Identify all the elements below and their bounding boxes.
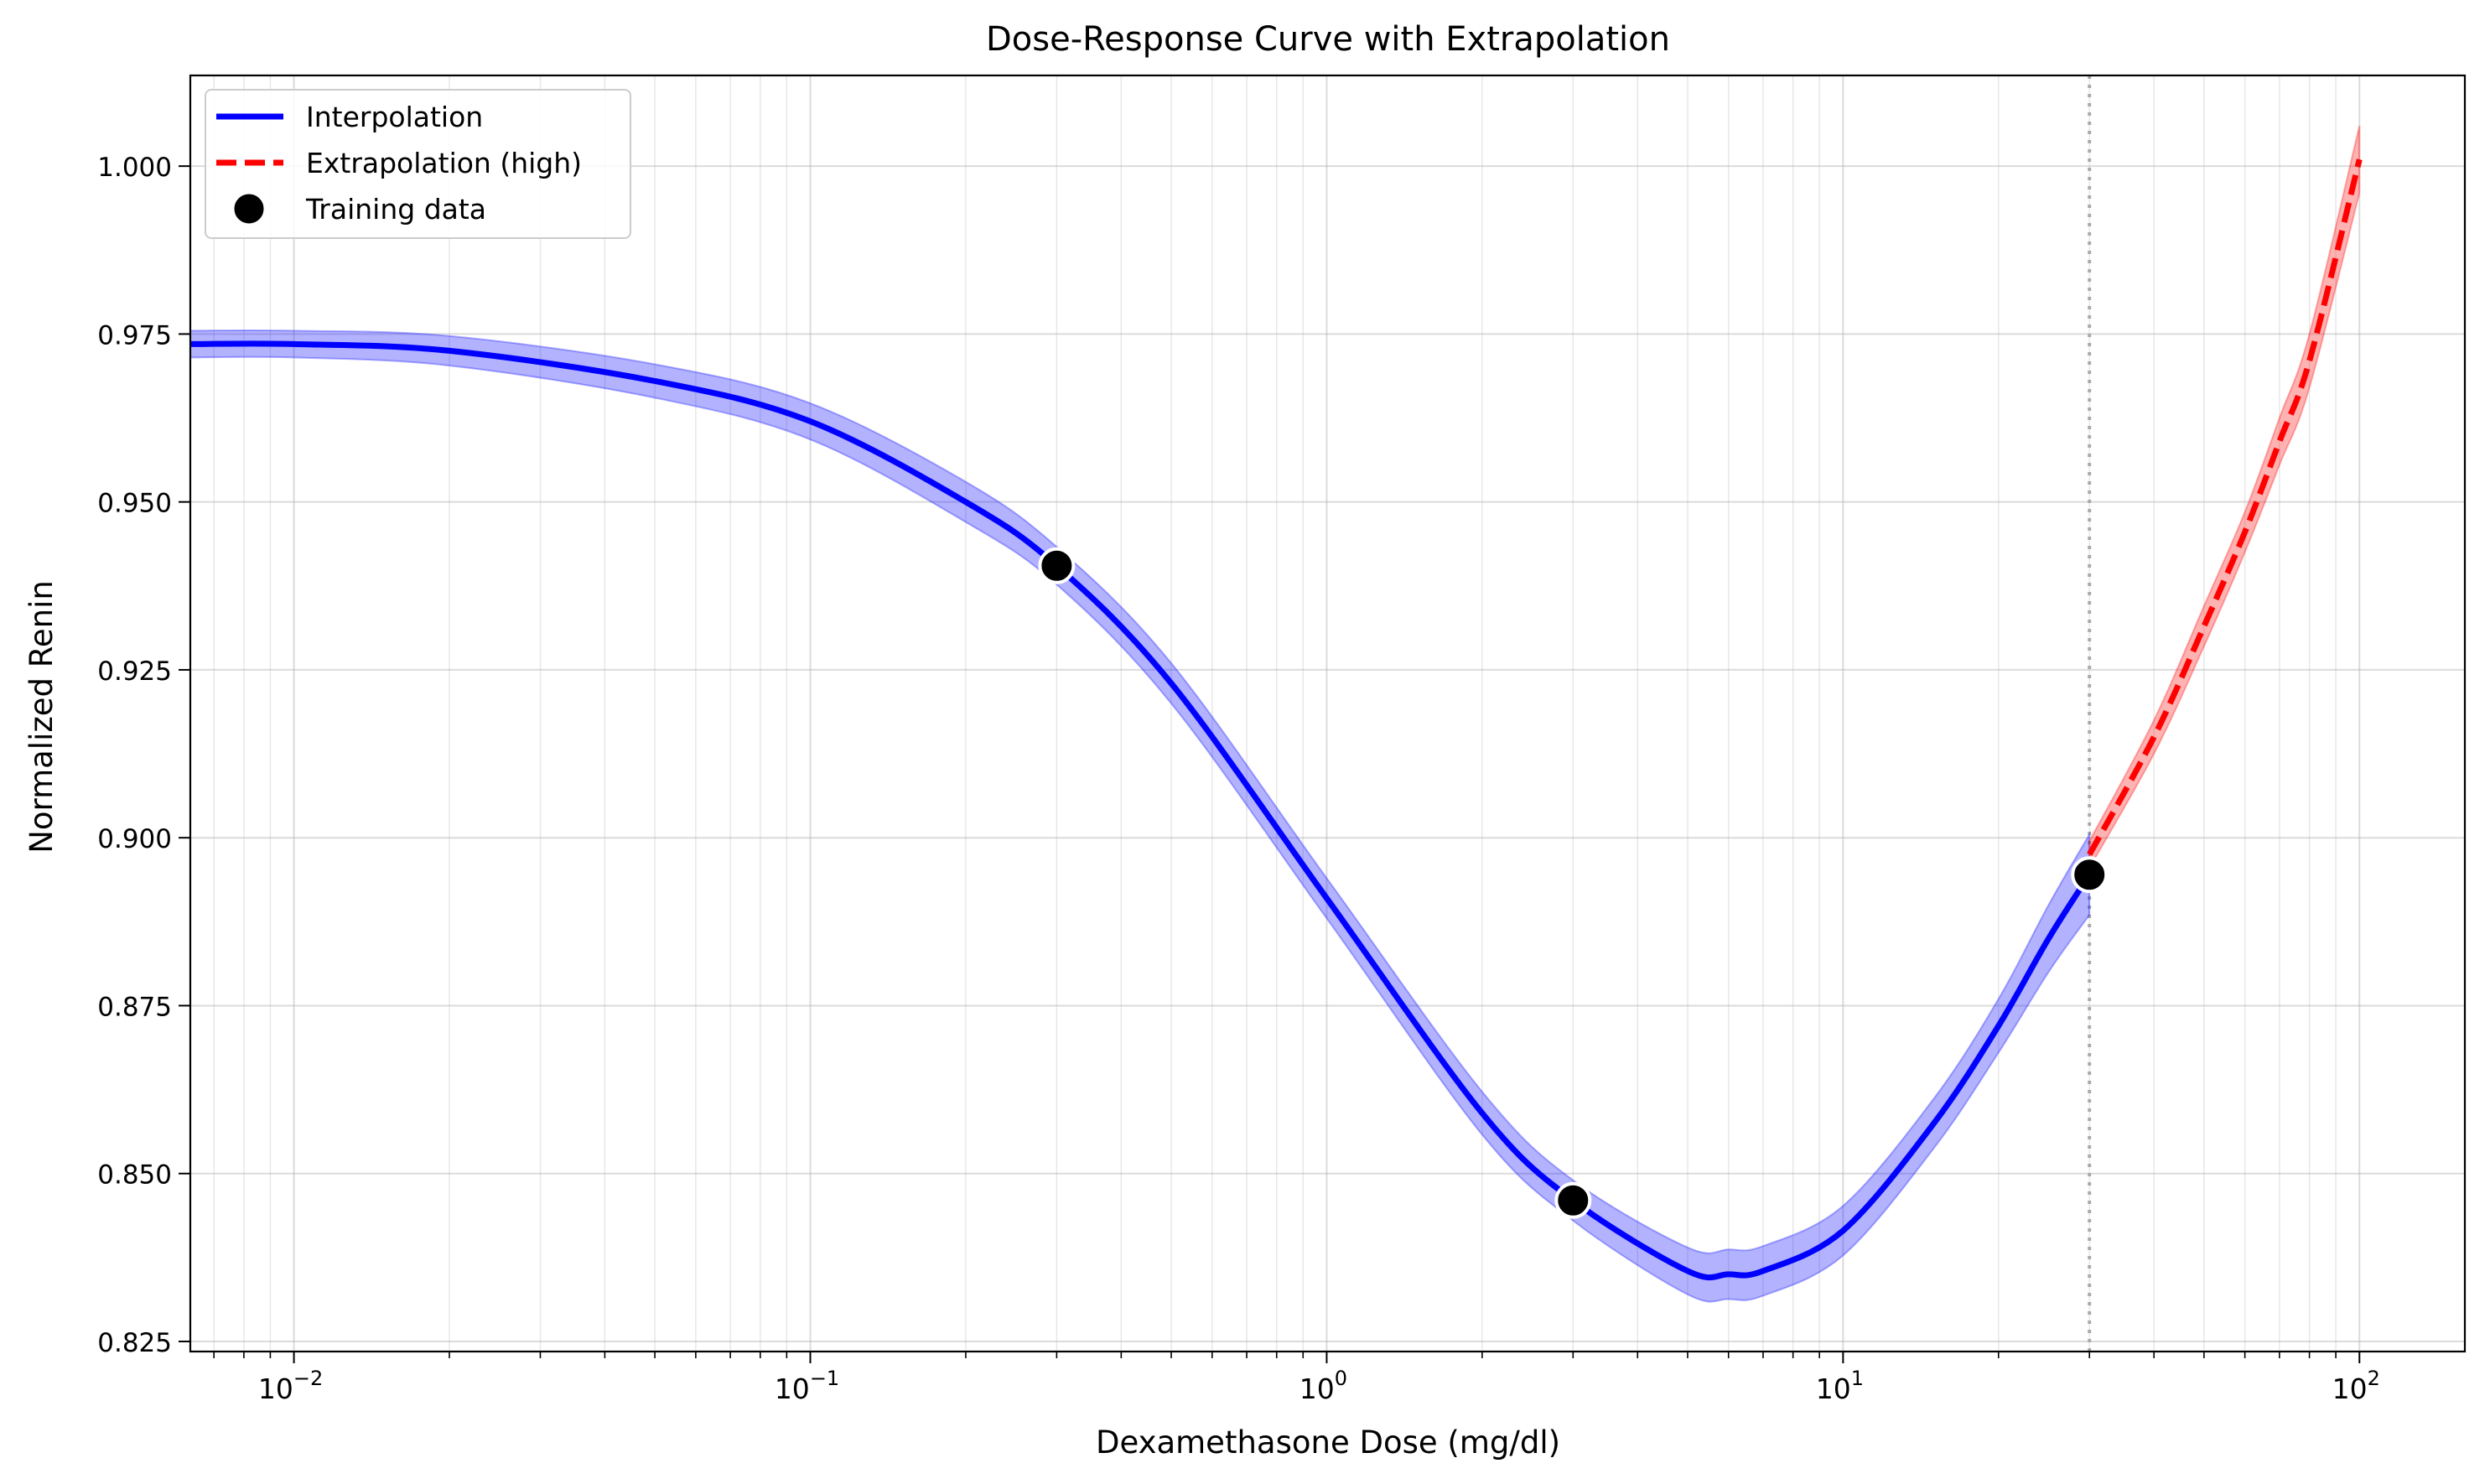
grid-lines — [190, 75, 2465, 1352]
y-tick-label: 0.850 — [97, 1160, 172, 1191]
training-points — [1038, 547, 2109, 1219]
plot-frame — [189, 74, 2467, 1353]
legend-box — [205, 89, 631, 239]
y-tick-label: 1.000 — [97, 153, 172, 183]
training-point — [1554, 1181, 1592, 1219]
y-axis-label: Normalized Renin — [23, 580, 60, 854]
y-tick-label: 0.875 — [97, 992, 172, 1022]
legend-marker-training — [231, 191, 267, 226]
y-tick-label: 0.825 — [97, 1328, 172, 1358]
interpolation-line — [189, 340, 2093, 1281]
legend-label-extrapolation: Extrapolation (high) — [306, 147, 582, 179]
x-axis-label: Dexamethasone Dose (mg/dl) — [1096, 1424, 1560, 1461]
legend-label-training: Training data — [305, 193, 486, 226]
legend-label-interpolation: Interpolation — [306, 101, 483, 133]
interpolation-band — [189, 329, 2091, 1303]
series-lines — [189, 158, 2363, 1281]
y-tick-label: 0.900 — [97, 824, 172, 854]
y-tick-label: 0.975 — [97, 320, 172, 350]
x-tick-label: 101 — [1816, 1367, 1864, 1405]
x-tick-label: 102 — [2332, 1367, 2380, 1405]
x-axis-ticks: 10−2 10−1 100 101 102 — [213, 1352, 2380, 1405]
extrapolation-line — [2087, 158, 2363, 856]
x-tick-label: 10−1 — [775, 1367, 839, 1405]
x-tick-label: 100 — [1299, 1367, 1347, 1405]
chart-title: Dose-Response Curve with Extrapolation — [986, 20, 1670, 59]
x-tick-label: 10−2 — [258, 1367, 323, 1405]
y-tick-label: 0.925 — [97, 656, 172, 687]
legend: Interpolation Extrapolation (high) Train… — [205, 89, 631, 239]
training-point — [2071, 856, 2109, 894]
y-axis-ticks: 0.825 0.850 0.875 0.900 0.925 0.950 0.975 1.000 — [97, 153, 190, 1358]
training-point — [1038, 547, 1076, 584]
y-tick-label: 0.950 — [97, 489, 172, 519]
